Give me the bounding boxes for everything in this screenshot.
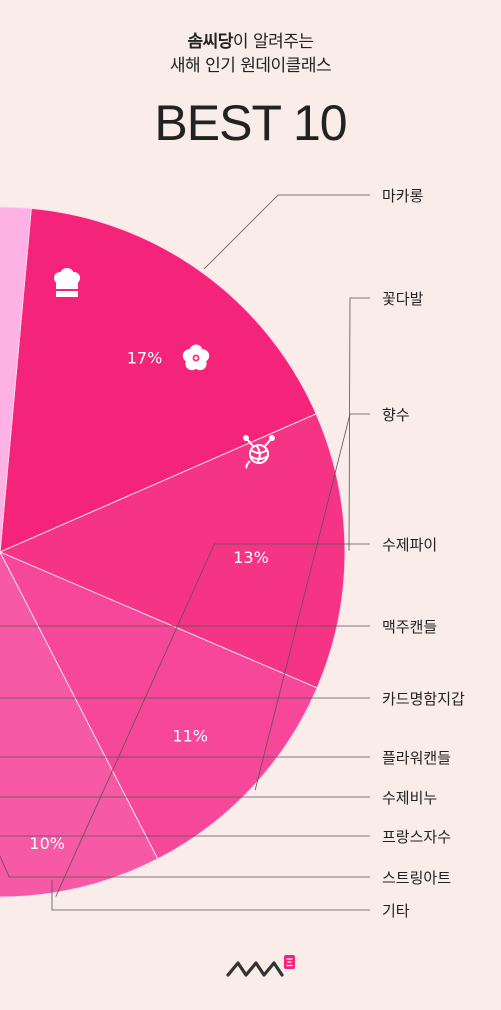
subtitle-line-1: 솜씨당이 알려주는 <box>0 30 501 54</box>
category-label: 마카롱 <box>382 187 424 205</box>
category-label: 프랑스자수 <box>382 828 451 846</box>
category-label: 수제파이 <box>382 536 437 554</box>
pie-slice <box>0 207 317 553</box>
somssidang-logo-icon <box>226 955 295 977</box>
leader-line <box>203 194 370 270</box>
yarn-icon <box>243 435 275 469</box>
leader-line <box>51 880 370 911</box>
percent-label: 11% <box>172 726 208 745</box>
pie-slice <box>0 206 32 554</box>
leader-line <box>0 855 370 878</box>
category-labels: 마카롱꽃다발향수수제파이맥주캔들카드명함지갑플라워캔들수제비누프랑스자수스트링아… <box>382 187 465 920</box>
leader-line <box>0 625 370 627</box>
category-label: 스트링아트 <box>382 869 451 887</box>
category-label: 꽃다발 <box>382 290 424 308</box>
percent-label: 13% <box>233 548 269 567</box>
chef-hat-icon <box>54 268 80 297</box>
flower-icon <box>182 344 210 371</box>
subtitle-line-2: 새해 인기 원데이클래스 <box>169 56 332 76</box>
percent-labels: 17%13%11%10%9%8%7%6%4%2%13% <box>29 349 269 854</box>
leader-line <box>254 413 370 791</box>
pie-slices <box>0 206 346 898</box>
category-label: 기타 <box>382 902 410 920</box>
percent-label: 17% <box>127 349 163 368</box>
page-title: BEST 10 <box>154 95 347 151</box>
pie-slice <box>0 551 318 860</box>
leader-line <box>55 543 370 897</box>
leader-line <box>0 835 370 837</box>
leader-lines <box>0 194 370 911</box>
leader-line <box>0 796 370 798</box>
category-label: 맥주캔들 <box>382 618 437 636</box>
somssidang-logo <box>225 953 297 985</box>
slice-icons <box>54 268 275 469</box>
leader-line <box>0 697 370 699</box>
subtitle-rest: 이 알려주는 <box>232 32 314 52</box>
category-label: 플라워캔들 <box>382 749 451 767</box>
header: 솜씨당이 알려주는 새해 인기 원데이클래스 BEST 10 <box>0 30 501 152</box>
pie-slice <box>0 550 159 898</box>
category-label: 카드명함지갑 <box>382 690 465 708</box>
pie-slice <box>0 413 346 689</box>
leader-line <box>348 297 370 551</box>
percent-label: 10% <box>29 834 65 853</box>
category-label: 향수 <box>382 406 410 424</box>
brand-name: 솜씨당 <box>187 32 233 52</box>
category-label: 수제비누 <box>382 789 437 807</box>
leader-line <box>0 756 370 758</box>
